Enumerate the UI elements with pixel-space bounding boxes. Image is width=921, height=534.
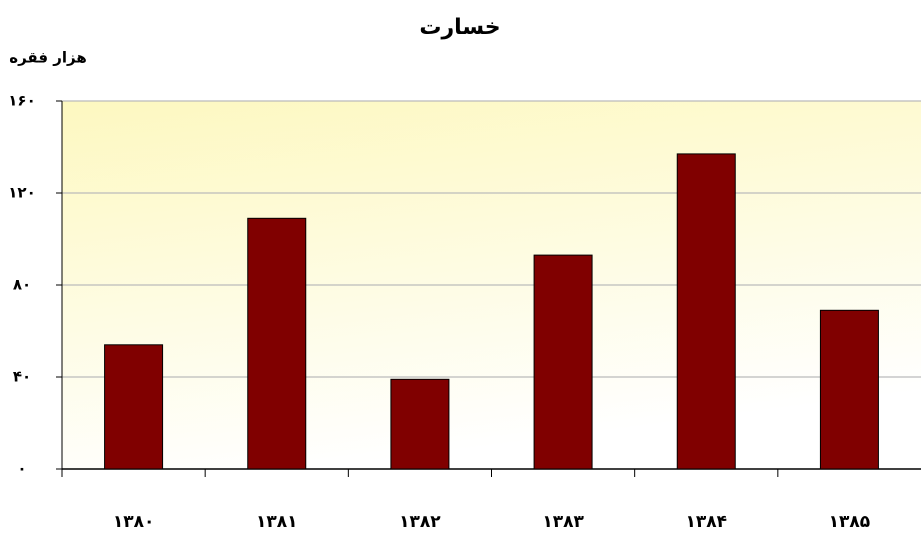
y-tick-label: ۴۰ bbox=[13, 368, 31, 386]
x-tick-label: ۱۳۸۰ bbox=[113, 512, 155, 532]
x-tick-label: ۱۳۸۵ bbox=[829, 512, 871, 532]
bar bbox=[390, 378, 450, 470]
y-axis-label: هزار فقره bbox=[9, 49, 87, 67]
bar bbox=[533, 254, 593, 470]
bar bbox=[819, 309, 879, 470]
bar bbox=[676, 153, 736, 470]
bar bbox=[247, 217, 307, 470]
chart-title: خسارت bbox=[419, 15, 500, 40]
x-tick-label: ۱۳۸۴ bbox=[685, 512, 727, 532]
x-tick-label: ۱۳۸۱ bbox=[256, 512, 298, 532]
x-tick-label: ۱۳۸۳ bbox=[542, 512, 584, 532]
y-tick-label: ۱۶۰ bbox=[8, 92, 35, 110]
x-tick-label: ۱۳۸۲ bbox=[399, 512, 441, 532]
bar bbox=[104, 344, 164, 470]
y-tick-label: ۸۰ bbox=[13, 276, 31, 294]
y-tick-label: ۰ bbox=[17, 460, 26, 478]
y-tick-label: ۱۲۰ bbox=[8, 184, 35, 202]
